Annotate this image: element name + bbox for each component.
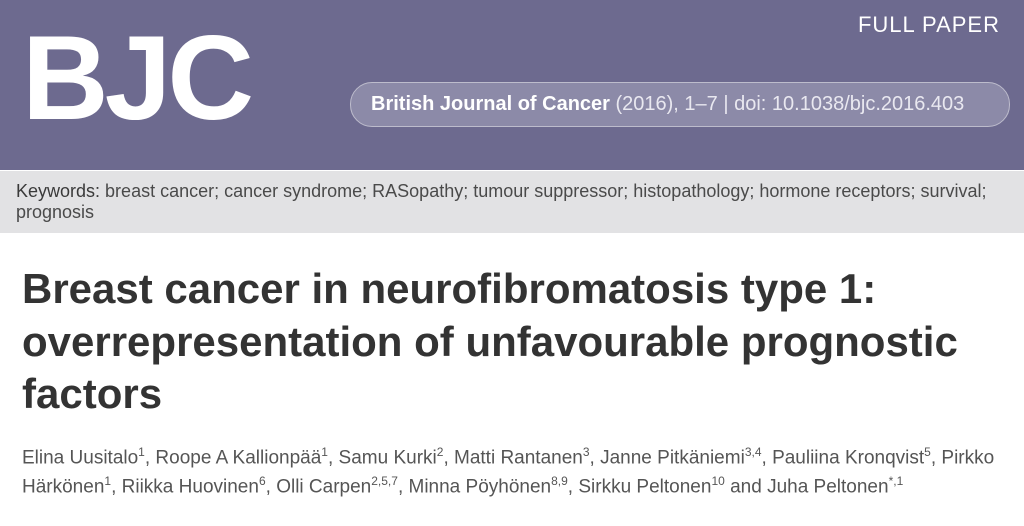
author-name: Roope A Kallionpää [155, 447, 321, 468]
citation-pill: British Journal of Cancer (2016), 1–7 | … [350, 82, 1010, 127]
author-list: Elina Uusitalo1, Roope A Kallionpää1, Sa… [0, 437, 1024, 503]
author-affiliation: 8,9 [551, 474, 568, 488]
journal-name: British Journal of Cancer [371, 93, 610, 115]
author-name: Janne Pitkäniemi [600, 447, 745, 468]
keywords-text: breast cancer; cancer syndrome; RASopath… [16, 181, 986, 222]
author-name: Sirkku Peltonen [578, 477, 711, 498]
title-block: Breast cancer in neurofibromatosis type … [0, 233, 1024, 437]
author-separator: , [762, 447, 773, 468]
author-name: Riikka Huovinen [122, 477, 259, 498]
author-separator: , [328, 447, 339, 468]
author-separator: , [111, 477, 122, 498]
author-separator: , [145, 447, 156, 468]
author-affiliation: 2,5,7 [371, 474, 398, 488]
author-affiliation: 5 [924, 445, 931, 459]
author-affiliation: 3 [583, 445, 590, 459]
article-title: Breast cancer in neurofibromatosis type … [22, 263, 1002, 421]
citation-details: (2016), 1–7 | doi: 10.1038/bjc.2016.403 [610, 93, 964, 115]
author-name: Samu Kurki [339, 447, 437, 468]
author-affiliation: 1 [321, 445, 328, 459]
author-separator: , [590, 447, 601, 468]
author-affiliation: 3,4 [745, 445, 762, 459]
author-name: Pauliina Kronqvist [772, 447, 924, 468]
author-affiliation: 10 [711, 474, 724, 488]
author-name: Minna Pöyhönen [409, 477, 552, 498]
paper-type-label: FULL PAPER [858, 12, 1000, 38]
author-separator: , [443, 447, 454, 468]
author-name: Matti Rantanen [454, 447, 583, 468]
author-name: Juha Peltonen [767, 477, 889, 498]
author-separator: , [398, 477, 409, 498]
author-separator: and [725, 477, 767, 498]
author-name: Elina Uusitalo [22, 447, 138, 468]
author-name: Olli Carpen [276, 477, 371, 498]
keywords-label: Keywords: [16, 181, 100, 201]
journal-logo: BJC [22, 18, 250, 138]
author-separator: , [931, 447, 942, 468]
author-affiliation: 6 [259, 474, 266, 488]
author-affiliation: *,1 [889, 474, 904, 488]
author-separator: , [568, 477, 579, 498]
author-affiliation: 1 [138, 445, 145, 459]
keywords-bar: Keywords: breast cancer; cancer syndrome… [0, 170, 1024, 233]
author-separator: , [266, 477, 277, 498]
journal-header-band: FULL PAPER BJC British Journal of Cancer… [0, 0, 1024, 170]
